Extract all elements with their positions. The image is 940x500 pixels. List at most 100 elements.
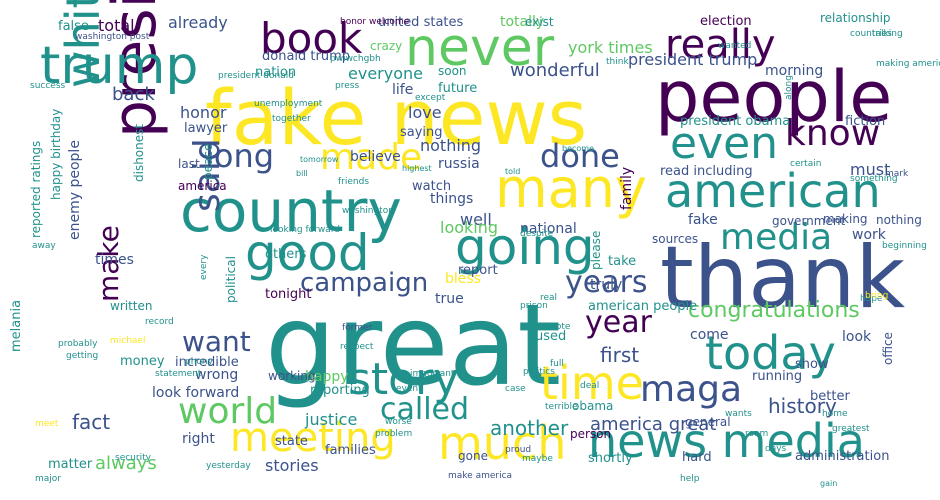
word-fact: fact bbox=[72, 410, 111, 434]
word-making-america: making america bbox=[876, 59, 940, 69]
word-hope: hope bbox=[860, 294, 883, 304]
word-soon: soon bbox=[438, 64, 467, 78]
word-written: written bbox=[110, 299, 153, 313]
word-wrong: wrong bbox=[195, 367, 239, 383]
word-record: record bbox=[145, 317, 174, 327]
word-press: press bbox=[335, 81, 360, 91]
word-told: told bbox=[505, 167, 521, 176]
word-morning: morning bbox=[765, 63, 824, 79]
word-future: future bbox=[438, 81, 478, 96]
word-today: today bbox=[705, 326, 836, 380]
word-believe: believe bbox=[350, 149, 401, 165]
word-life: life bbox=[392, 82, 414, 98]
word-must: must bbox=[850, 160, 891, 179]
word-michael: michael bbox=[110, 336, 146, 346]
word-full: full bbox=[550, 359, 564, 369]
word-government: government bbox=[772, 214, 846, 228]
word-always: always bbox=[95, 453, 157, 474]
word-much: much bbox=[438, 416, 567, 470]
word-things: things bbox=[430, 191, 474, 207]
word-relationship: relationship bbox=[820, 11, 891, 25]
word-major: major bbox=[35, 474, 61, 484]
word-congratulations: congratulations bbox=[688, 298, 860, 323]
word-called: called bbox=[380, 392, 470, 427]
word-lawyer: lawyer bbox=[184, 121, 228, 136]
word-family: family bbox=[619, 166, 635, 210]
word-wonderful: wonderful bbox=[510, 60, 600, 81]
word-another: another bbox=[490, 416, 569, 440]
word-worse: worse bbox=[385, 417, 412, 427]
word-fake-news: fake news bbox=[205, 73, 588, 162]
word-saying: saying bbox=[400, 125, 443, 140]
word-done: done bbox=[540, 137, 620, 175]
word-become: become bbox=[562, 144, 595, 153]
word-good: good bbox=[245, 224, 370, 282]
word-meet: meet bbox=[35, 419, 59, 429]
word-american: american bbox=[665, 164, 881, 218]
word-truly: truly bbox=[590, 277, 623, 293]
word-success: success bbox=[30, 81, 66, 91]
word-book: book bbox=[260, 14, 363, 63]
word-statement: statement bbox=[155, 369, 202, 379]
word-respect: respect bbox=[340, 342, 374, 352]
word-media: media bbox=[720, 217, 833, 258]
word-watch: watch bbox=[412, 179, 452, 194]
word-probably: probably bbox=[58, 339, 98, 349]
word-working: working bbox=[268, 369, 316, 383]
word-office: office bbox=[881, 332, 895, 365]
word-used: used bbox=[535, 329, 567, 344]
word-america-great: america great bbox=[590, 414, 717, 435]
word-maga: maga bbox=[640, 369, 743, 410]
word-time: time bbox=[540, 356, 644, 410]
word-total: total bbox=[98, 16, 135, 35]
word-think: think bbox=[606, 57, 629, 67]
word-happy: happy bbox=[305, 369, 349, 385]
word-proud: proud bbox=[505, 445, 532, 455]
word-former: former bbox=[342, 323, 373, 333]
word-something: something bbox=[850, 174, 898, 184]
word-politics: politics bbox=[523, 367, 555, 377]
word-wanted: wanted bbox=[718, 41, 752, 51]
word-fake: fake bbox=[688, 212, 718, 228]
word-made: made bbox=[320, 137, 423, 178]
word-tomorrow: tomorrow bbox=[300, 155, 339, 164]
word-better: better bbox=[810, 389, 850, 404]
word-know: know bbox=[785, 113, 881, 154]
word-even: even bbox=[670, 118, 779, 169]
word-read-including: read including bbox=[660, 164, 753, 179]
word-nation: nation bbox=[255, 65, 297, 80]
word-president-donald: president donald bbox=[218, 71, 294, 81]
word-history: history bbox=[768, 394, 837, 418]
word-bill: bill bbox=[296, 169, 308, 178]
word-political: political bbox=[224, 256, 238, 303]
word-case: case bbox=[505, 384, 526, 394]
word-dishonest: dishonest bbox=[132, 123, 146, 182]
word-security: security bbox=[115, 453, 151, 463]
word-reporting: reporting bbox=[310, 383, 370, 398]
word-happy-birthday: happy birthday bbox=[49, 108, 63, 200]
word-event: event bbox=[396, 384, 422, 394]
word-home: home bbox=[822, 409, 848, 419]
word-years: years bbox=[565, 265, 648, 300]
word-nothing: nothing bbox=[876, 213, 922, 227]
word-prison: prison bbox=[520, 301, 548, 311]
word-honor-welcome: honor welcome bbox=[340, 17, 410, 27]
word-hard: hard bbox=[682, 450, 712, 465]
word-running: running bbox=[752, 369, 803, 384]
word-melania: melania bbox=[9, 299, 24, 352]
word-shortly: shortly bbox=[588, 451, 633, 466]
word-york-times: york times bbox=[568, 38, 653, 57]
word-stories: stories bbox=[265, 456, 319, 475]
word-phony: phony bbox=[185, 357, 213, 367]
word-times: times bbox=[95, 252, 134, 268]
word-along: along bbox=[784, 75, 794, 100]
word-president-trump: president trump bbox=[628, 50, 758, 69]
word-person: person bbox=[570, 427, 612, 441]
word-well: well bbox=[460, 210, 492, 229]
word-matter: matter bbox=[48, 457, 93, 472]
word-president-obama: president obama bbox=[680, 114, 791, 129]
word-obama: obama bbox=[572, 399, 614, 413]
word-talking: talking bbox=[872, 29, 903, 39]
word-general: general bbox=[685, 415, 731, 429]
word-away: away bbox=[32, 241, 56, 251]
